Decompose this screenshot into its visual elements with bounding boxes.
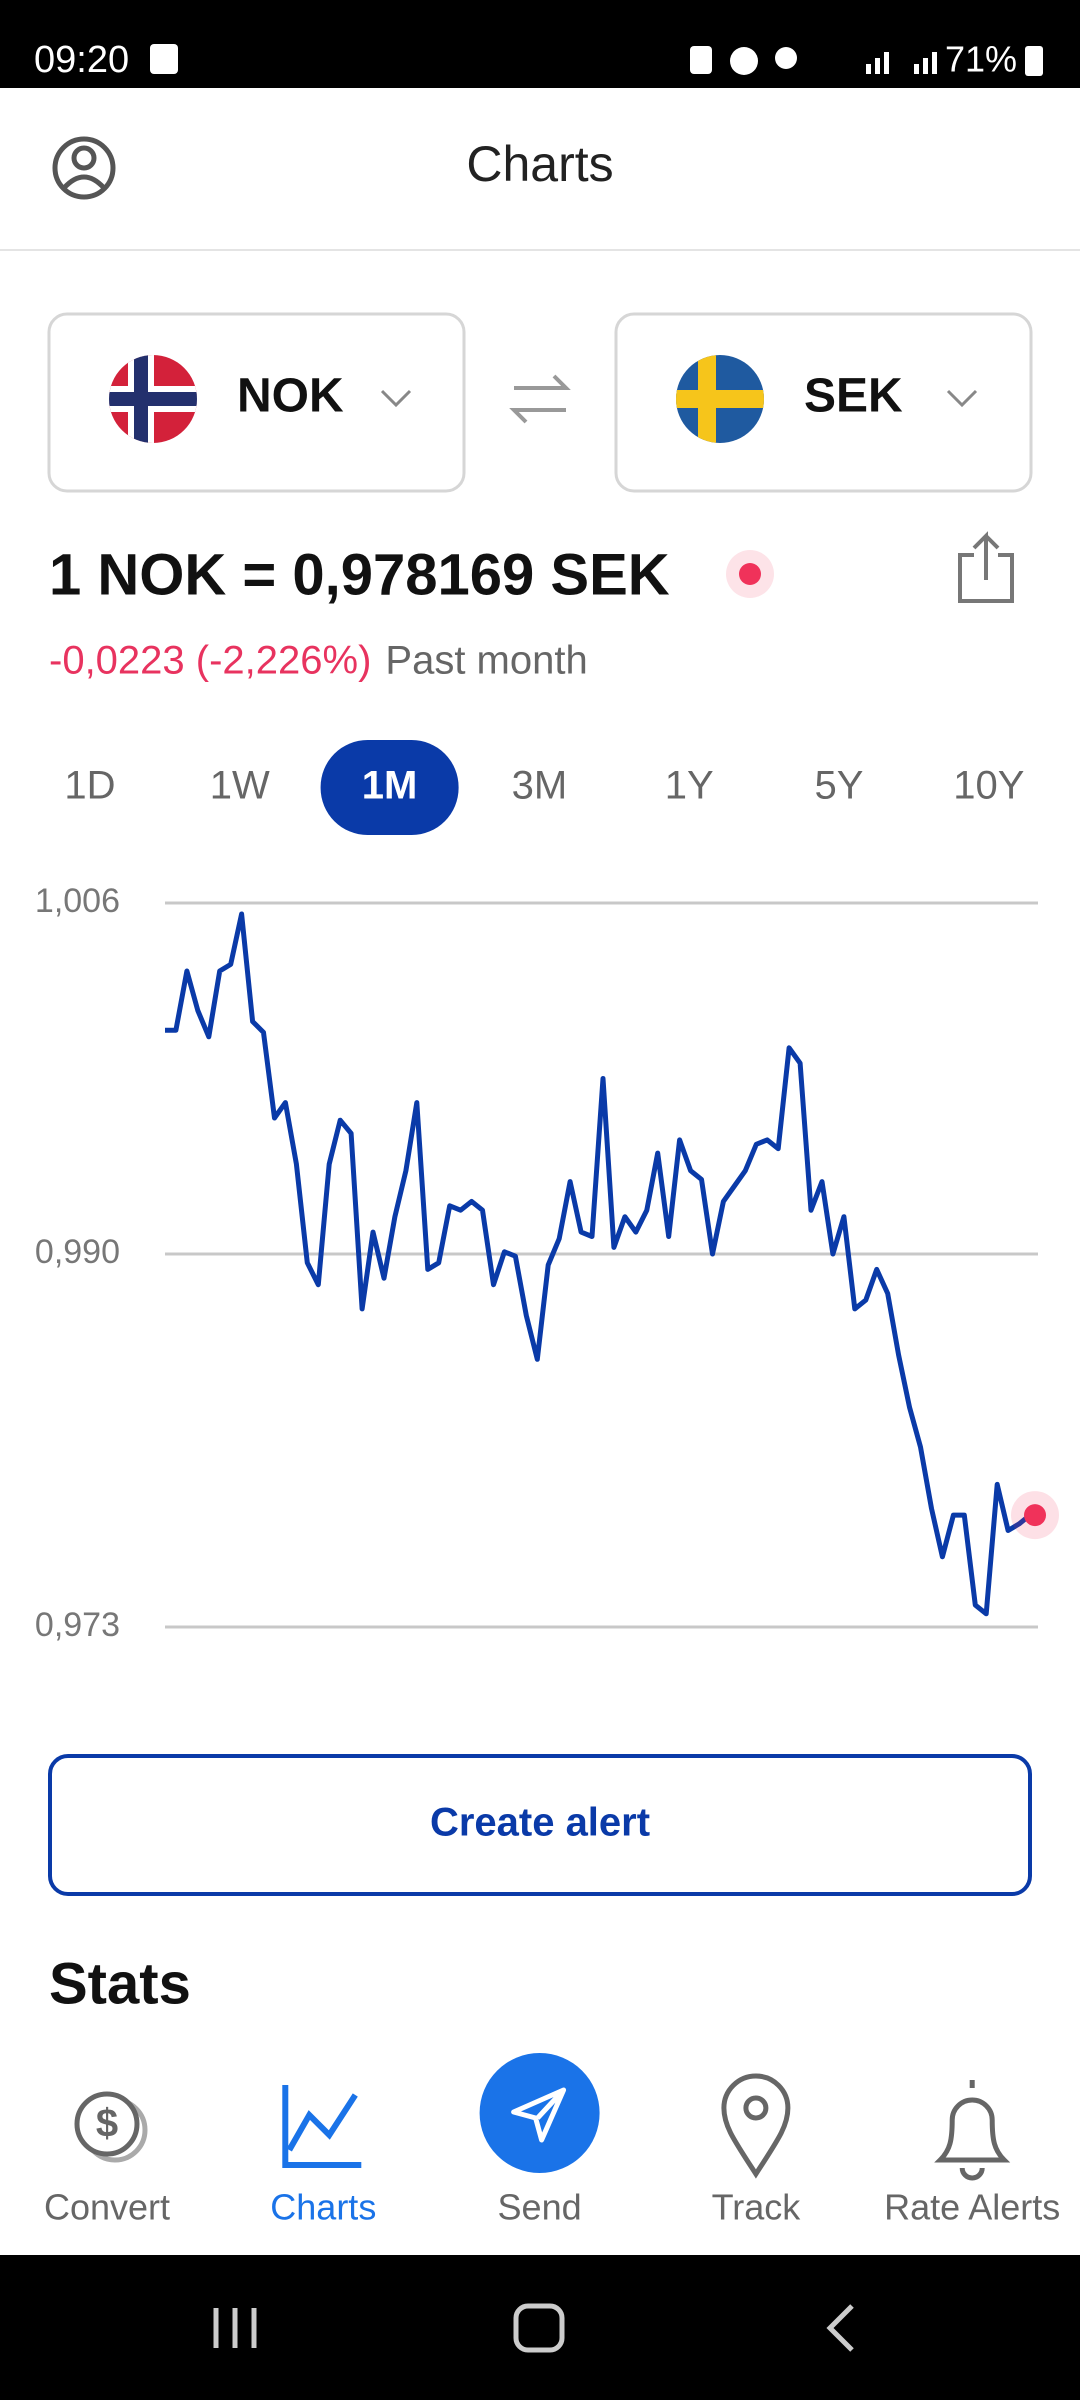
nav-icon[interactable]: $ xyxy=(74,2091,148,2163)
period-option[interactable]: 1Y xyxy=(665,764,714,808)
system-nav-bar xyxy=(0,2255,1080,2400)
nav-icon-part xyxy=(721,2073,791,2179)
nav-icon-part xyxy=(74,2091,140,2157)
status-battery: 71% xyxy=(945,39,1017,80)
y-tick-label: 0,990 xyxy=(35,1233,120,1271)
to-currency: SEK xyxy=(804,370,903,423)
nav-icon[interactable] xyxy=(934,2080,1011,2181)
dropdown-arrow xyxy=(380,389,412,408)
create-alert-label: Create alert xyxy=(430,1801,650,1845)
status-bar xyxy=(0,0,1080,88)
profile-icon[interactable] xyxy=(52,136,116,200)
rate-line xyxy=(165,911,1032,1617)
nav-icon[interactable] xyxy=(479,2053,600,2173)
header-title: Charts xyxy=(466,136,613,192)
nav-icon-part xyxy=(511,2087,567,2143)
exchange-rate: 1 NOK = 0,978169 SEK xyxy=(49,542,670,607)
nav-icon-part xyxy=(934,2080,1011,2181)
section-title: Stats xyxy=(49,1951,191,2016)
flag-sweden xyxy=(676,355,764,443)
header-divider xyxy=(0,249,1080,251)
period-option[interactable]: 1M xyxy=(362,764,418,808)
share-icon[interactable] xyxy=(958,531,1014,603)
system-nav-buttons[interactable] xyxy=(213,2303,854,2353)
period-option[interactable]: 10Y xyxy=(953,764,1024,808)
nav-label[interactable]: Convert xyxy=(44,2187,170,2228)
nav-icon-part xyxy=(282,2085,362,2168)
period-option[interactable]: 1W xyxy=(210,764,270,808)
period-selector: 1D 1W 1M 3M 1Y 5Y 10Y xyxy=(64,740,1024,835)
nav-label[interactable]: Send xyxy=(498,2187,582,2228)
flag-norway xyxy=(109,355,197,443)
nav-icon[interactable] xyxy=(721,2073,791,2179)
nav-icon-part: $ xyxy=(96,2102,118,2146)
period-option[interactable]: 1D xyxy=(64,764,115,808)
rate-change: -0,0223 (-2,226%) xyxy=(49,639,371,683)
period-pill[interactable] xyxy=(320,740,459,835)
nav-icon-part xyxy=(743,2095,769,2121)
nav-label[interactable]: Track xyxy=(712,2187,802,2228)
create-alert-button[interactable] xyxy=(48,1754,1032,1896)
chart: 0,973 0,990 1,006 xyxy=(35,882,1059,1644)
end-marker xyxy=(1024,1504,1046,1527)
y-tick-label: 1,006 xyxy=(35,882,120,920)
dropdown-arrow xyxy=(946,389,978,408)
live-dot xyxy=(739,563,761,585)
from-currency: NOK xyxy=(237,370,344,423)
swap-icon[interactable] xyxy=(509,374,571,424)
nav-items: $ Convert Charts Send Track Rate Alerts xyxy=(44,2053,1060,2228)
change-period: Past month xyxy=(385,639,587,683)
period-option[interactable]: 5Y xyxy=(815,764,864,808)
period-option[interactable]: 3M xyxy=(512,764,568,808)
nav-label[interactable]: Charts xyxy=(270,2187,376,2228)
status-icon xyxy=(150,44,178,74)
nav-label[interactable]: Rate Alerts xyxy=(884,2187,1060,2228)
nav-icon[interactable] xyxy=(282,2085,362,2168)
status-time: 09:20 xyxy=(34,39,129,81)
y-tick-label: 0,973 xyxy=(35,1606,120,1644)
status-icons xyxy=(690,46,1043,76)
